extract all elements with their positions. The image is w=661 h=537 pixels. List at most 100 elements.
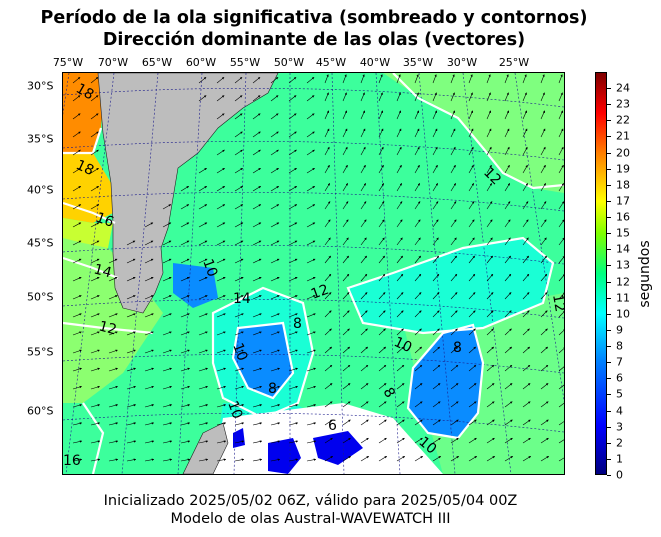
wave-vector xyxy=(558,310,564,318)
wave-vector xyxy=(144,277,154,282)
wave-vector xyxy=(342,219,349,228)
wave-vector xyxy=(144,349,154,354)
wave-vector xyxy=(324,419,333,426)
wave-vector xyxy=(90,295,100,300)
colorbar-tick-label: 12 xyxy=(616,275,630,289)
graticule-meridian xyxy=(233,73,247,474)
wave-vector xyxy=(522,401,531,408)
wave-vector xyxy=(468,437,477,444)
wave-vector xyxy=(90,367,100,372)
colorbar-tick-label: 1 xyxy=(616,452,623,466)
wave-vector xyxy=(360,219,367,228)
wave-vector xyxy=(198,167,207,174)
wave-vector xyxy=(216,113,225,120)
wave-vector xyxy=(342,164,348,174)
wave-vector xyxy=(342,92,347,102)
wave-vector xyxy=(306,313,316,318)
wave-vector xyxy=(288,258,298,264)
wave-vector xyxy=(522,164,528,174)
wave-vector xyxy=(108,295,118,300)
wave-vector xyxy=(288,404,299,408)
contour-label: 14 xyxy=(233,291,251,307)
wave-vector xyxy=(270,349,280,354)
wave-vector xyxy=(180,240,190,246)
graticule xyxy=(63,73,564,474)
wave-vector xyxy=(306,458,317,462)
wave-vector xyxy=(306,404,317,408)
wave-vector xyxy=(504,219,511,228)
wave-vector xyxy=(324,437,333,444)
graticule-parallel xyxy=(63,87,564,108)
wave-vector xyxy=(378,328,386,336)
wave-vector xyxy=(522,328,530,336)
shade-18s-west xyxy=(63,73,103,153)
wave-vector xyxy=(108,440,119,444)
wave-vector xyxy=(324,237,331,246)
land-south-america xyxy=(97,73,279,314)
contour-label: 14 xyxy=(92,261,113,281)
wave-vector xyxy=(288,113,297,120)
colorbar-tick-mark xyxy=(607,378,611,380)
wave-vector xyxy=(504,273,512,282)
wave-vector xyxy=(486,419,495,426)
colorbar-tick-label: 16 xyxy=(616,210,630,224)
wave-vector xyxy=(486,219,493,228)
wave-vector xyxy=(72,367,82,372)
wave-vector xyxy=(396,456,406,462)
wave-vector xyxy=(432,437,441,444)
wave-vector xyxy=(558,74,563,84)
wave-vector xyxy=(558,439,564,444)
wave-vector xyxy=(72,258,82,264)
wave-vector xyxy=(360,146,366,156)
wave-vector xyxy=(270,204,280,210)
contour-label: 10 xyxy=(199,257,220,279)
wave-vector xyxy=(252,204,262,210)
wave-vector xyxy=(234,313,244,318)
wave-vector xyxy=(306,349,316,354)
wave-vector xyxy=(270,131,279,138)
wave-vector xyxy=(72,385,82,390)
wave-vector xyxy=(126,331,136,336)
wave-vector xyxy=(324,92,329,102)
wave-vector xyxy=(450,328,458,336)
wave-vector xyxy=(558,128,564,138)
colorbar-tick-mark xyxy=(607,458,611,460)
wave-vector xyxy=(72,331,82,336)
wave-vector xyxy=(504,401,513,408)
wave-vector xyxy=(450,74,455,84)
wave-vector xyxy=(414,92,419,102)
wave-vector xyxy=(288,277,298,282)
wave-vector xyxy=(468,310,476,318)
wave-vector xyxy=(450,237,457,246)
wave-vector xyxy=(540,164,546,174)
wave-vector xyxy=(522,74,527,84)
wave-vector xyxy=(486,128,492,138)
wave-vector xyxy=(558,364,564,372)
contour-16 xyxy=(63,201,116,225)
wave-vector xyxy=(414,237,421,246)
lon-label: 25°W xyxy=(498,56,530,69)
wave-vector xyxy=(126,367,136,372)
wave-vector xyxy=(270,440,281,444)
wave-vector xyxy=(468,419,477,426)
wave-vector xyxy=(216,277,226,282)
wave-vector xyxy=(198,295,208,300)
wave-vector xyxy=(504,201,511,210)
wave-vector xyxy=(360,92,365,102)
wave-vector xyxy=(324,128,330,138)
wave-vector xyxy=(198,349,208,354)
wave-vector xyxy=(252,149,261,156)
wave-vector xyxy=(108,277,118,282)
wave-vector xyxy=(90,167,99,174)
wave-vector xyxy=(72,422,83,426)
colorbar-tick-mark xyxy=(607,136,611,138)
colorbar-tick-mark xyxy=(607,249,611,251)
colorbar-tick-label: 15 xyxy=(616,226,630,240)
contour-label: 8 xyxy=(268,381,277,397)
wave-vector xyxy=(198,385,208,390)
lon-label: 30°W xyxy=(446,56,478,69)
wave-vector xyxy=(180,404,191,408)
wave-vector xyxy=(288,167,297,174)
wave-vector xyxy=(522,255,529,264)
wave-vector xyxy=(270,240,280,246)
